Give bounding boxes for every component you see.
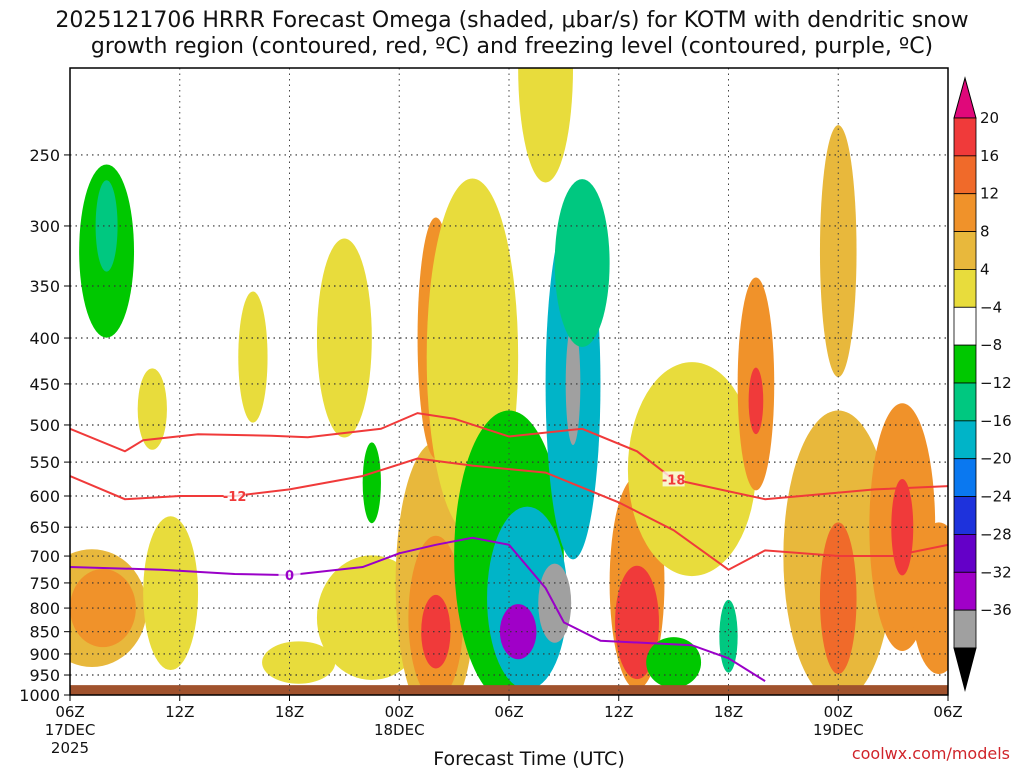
y-tick-label-600: 600 — [29, 487, 60, 506]
colorbar-label-0: 20 — [980, 109, 999, 127]
colorbar-segment-6 — [953, 344, 977, 384]
omega-region-23 — [518, 68, 574, 183]
source-credit: coolwx.com/models — [851, 744, 1010, 763]
colorbar-label-5: −4 — [980, 298, 1002, 316]
omega-region-8 — [316, 238, 372, 438]
contour-minus18 — [70, 412, 948, 501]
omega-region-1 — [95, 180, 118, 272]
colorbar-segment-0 — [953, 117, 977, 157]
y-tick-label-350: 350 — [29, 277, 60, 296]
colorbar-label-11: −28 — [980, 525, 1012, 543]
omega-region-22 — [554, 179, 610, 348]
omega-region-5 — [137, 368, 167, 450]
x-tick-year-0: 2025 — [51, 739, 89, 757]
omega-region-35 — [891, 478, 914, 576]
omega-region-28 — [719, 599, 738, 673]
freezing-level-contour-label-bg — [278, 567, 301, 583]
x-tick-label-12: 18Z — [275, 703, 304, 721]
omega-region-32 — [819, 522, 857, 675]
x-tick-label-18: 00Z — [385, 703, 414, 721]
y-tick-label-650: 650 — [29, 518, 60, 537]
x-axis-label: Forecast Time (UTC) — [433, 748, 624, 768]
colorbar-bottom-arrow — [953, 647, 977, 692]
y-tick-label-750: 750 — [29, 574, 60, 593]
x-tick-label-48: 06Z — [933, 703, 962, 721]
chart-title-line2: growth region (contoured, red, ºC) and f… — [90, 34, 934, 59]
colorbar-label-10: −24 — [980, 488, 1012, 506]
colorbar-label-4: 4 — [980, 260, 990, 278]
colorbar-label-3: 8 — [980, 223, 990, 241]
omega-region-4 — [143, 516, 199, 671]
x-tick-label-0: 06Z — [55, 703, 84, 721]
y-tick-label-1000: 1000 — [19, 686, 60, 705]
colorbar-label-2: 12 — [980, 185, 999, 203]
x-tick-label-42: 00Z — [824, 703, 853, 721]
omega-region-7 — [262, 641, 336, 684]
colorbar-label-1: 16 — [980, 147, 999, 165]
y-tick-label-950: 950 — [29, 666, 60, 685]
y-tick-label-400: 400 — [29, 329, 60, 348]
contour-minus18-label-bg — [662, 471, 685, 487]
contour-minus12 — [70, 457, 948, 571]
x-tick-label-36: 18Z — [714, 703, 743, 721]
y-tick-label-300: 300 — [29, 217, 60, 236]
omega-region-25 — [615, 565, 659, 680]
colorbar-top-arrow — [953, 76, 977, 119]
omega-region-33 — [819, 125, 857, 378]
freezing-level-contour — [70, 536, 766, 682]
colorbar-label-7: −12 — [980, 374, 1012, 392]
x-tick-label-6: 12Z — [165, 703, 194, 721]
x-tick-label-30: 12Z — [604, 703, 633, 721]
x-tick-date-18: 18DEC — [374, 721, 425, 739]
omega-region-6 — [238, 291, 268, 423]
colorbar-label-13: −36 — [980, 601, 1012, 619]
colorbar-segment-13 — [953, 609, 977, 649]
omega-region-3 — [70, 568, 136, 648]
omega-region-9 — [362, 442, 381, 524]
omega-region-30 — [748, 367, 764, 435]
colorbar-segment-9 — [953, 458, 977, 497]
y-tick-label-500: 500 — [29, 416, 60, 435]
colorbar-label-12: −32 — [980, 563, 1012, 581]
contour-minus18-label: -18 — [662, 473, 686, 488]
y-tick-label-700: 700 — [29, 547, 60, 566]
y-tick-label-800: 800 — [29, 599, 60, 618]
colorbar-segment-11 — [953, 534, 977, 573]
omega-region-18 — [499, 604, 537, 660]
x-tick-date-0: 17DEC — [45, 721, 96, 739]
colorbar-segment-8 — [953, 420, 977, 460]
colorbar-segment-10 — [953, 496, 977, 535]
colorbar-segment-3 — [953, 231, 977, 270]
freezing-level-contour-label: 0 — [285, 569, 294, 584]
y-tick-label-900: 900 — [29, 645, 60, 664]
y-tick-label-550: 550 — [29, 453, 60, 472]
colorbar-segment-7 — [953, 382, 977, 422]
colorbar-label-8: −16 — [980, 412, 1012, 430]
contour-minus12-label-bg — [223, 487, 246, 503]
colorbar-segment-1 — [953, 155, 977, 195]
colorbar-label-9: −20 — [980, 450, 1012, 468]
omega-region-36 — [911, 522, 948, 675]
y-tick-label-450: 450 — [29, 375, 60, 394]
y-tick-label-250: 250 — [29, 146, 60, 165]
colorbar-segment-2 — [953, 193, 977, 232]
colorbar-segment-12 — [953, 571, 977, 611]
contour-minus12-label: -12 — [223, 490, 247, 505]
x-tick-label-24: 06Z — [494, 703, 523, 721]
y-tick-label-850: 850 — [29, 623, 60, 642]
chart-title-line1: 2025121706 HRRR Forecast Omega (shaded, … — [55, 8, 969, 33]
x-tick-date-42: 19DEC — [813, 721, 864, 739]
omega-region-21 — [565, 322, 581, 446]
omega-region-13 — [421, 594, 451, 669]
colorbar-segment-5 — [953, 306, 977, 346]
colorbar-segment-4 — [953, 269, 977, 308]
colorbar-label-6: −8 — [980, 336, 1002, 354]
